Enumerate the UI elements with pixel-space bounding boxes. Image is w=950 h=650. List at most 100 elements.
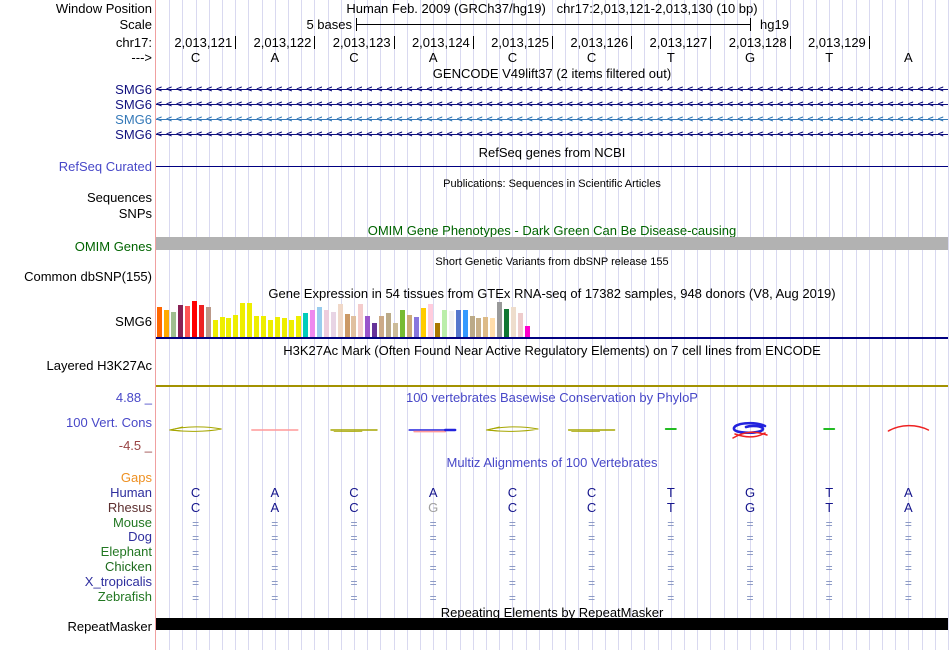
gtex-tissue-bar[interactable] [330, 312, 336, 337]
multiz-base: C [507, 485, 518, 500]
gtex-tissue-bar[interactable] [358, 304, 364, 337]
multiz-base: C [586, 485, 597, 500]
gtex-tissue-bar[interactable] [275, 317, 281, 337]
gtex-tissue-bar[interactable] [434, 323, 440, 337]
gtex-tissue-bar[interactable] [427, 304, 433, 337]
gtex-tissue-bar[interactable] [288, 320, 294, 337]
gtex-tissue-bar[interactable] [455, 310, 461, 337]
repeatmasker-element-bar[interactable] [156, 618, 948, 630]
publications-snps-label[interactable]: SNPs [118, 206, 152, 221]
gtex-tissue-bar[interactable] [309, 310, 315, 337]
gtex-baseline[interactable] [156, 337, 948, 339]
multiz-species-label[interactable]: Mouse [112, 515, 152, 530]
gtex-tissue-bar[interactable] [233, 315, 239, 337]
gtex-tissue-bar[interactable] [393, 323, 399, 337]
gtex-tissue-bar[interactable] [351, 316, 357, 337]
multiz-species-label[interactable]: Zebrafish [97, 589, 152, 604]
gtex-tissue-bar[interactable] [212, 320, 218, 337]
multiz-align-mark: = [825, 546, 833, 560]
gtex-tissue-bar[interactable] [205, 307, 211, 337]
gtex-tissue-bar[interactable] [163, 310, 169, 337]
gtex-tissue-bar[interactable] [476, 318, 482, 337]
gtex-tissue-bar[interactable] [247, 303, 253, 337]
gtex-tissue-bar[interactable] [448, 311, 454, 337]
gridline [604, 0, 606, 650]
omim-gene-bar[interactable] [156, 237, 948, 250]
vert-cons-label[interactable]: 100 Vert. Cons [66, 415, 152, 430]
gtex-tissue-bar[interactable] [219, 317, 225, 337]
gtex-tissue-bar[interactable] [184, 306, 190, 337]
gtex-tissue-bar[interactable] [170, 312, 176, 337]
gtex-tissue-bar[interactable] [177, 305, 183, 337]
gridline [288, 0, 289, 650]
publications-sequences-label[interactable]: Sequences [86, 190, 152, 205]
phylop-wiggle-marks[interactable] [156, 416, 948, 446]
multiz-species-label[interactable]: Dog [128, 529, 152, 544]
layered-h3k27ac-label[interactable]: Layered H3K27Ac [46, 358, 152, 373]
gtex-tissue-bar[interactable] [344, 314, 350, 337]
refseq-curated-label[interactable]: RefSeq Curated [58, 159, 152, 174]
gtex-tissue-bar[interactable] [372, 323, 378, 337]
gencode-transcript-arrows[interactable]: <<<<<<<<<<<<<<<<<<<<<<<<<<<<<<<<<<<<<<<<… [156, 84, 948, 95]
repeatmasker-label[interactable]: RepeatMasker [67, 619, 152, 634]
gtex-tissue-bar[interactable] [469, 316, 475, 337]
coordinate-number: 2,013,128 [728, 35, 787, 50]
refseq-gene-line[interactable] [156, 166, 948, 167]
gtex-tissue-bar[interactable] [379, 316, 385, 337]
gencode-transcript-label[interactable]: SMG6 [115, 82, 152, 97]
gtex-tissue-bar[interactable] [226, 318, 232, 337]
gtex-tissue-bar[interactable] [400, 310, 406, 337]
gtex-tissue-bar[interactable] [282, 318, 287, 337]
gtex-tissue-bar[interactable] [413, 317, 419, 337]
multiz-align-mark: = [667, 561, 675, 575]
multiz-species-label[interactable]: Chicken [105, 559, 152, 574]
gtex-tissue-bar[interactable] [490, 318, 496, 337]
gtex-tissue-bar[interactable] [365, 316, 371, 337]
gtex-tissue-bar[interactable] [295, 316, 301, 337]
gtex-tissue-bar[interactable] [337, 304, 343, 337]
gtex-tissue-bar[interactable] [497, 302, 503, 337]
gtex-tissue-bar[interactable] [261, 316, 267, 337]
h3k27ac-signal-baseline[interactable] [156, 385, 948, 387]
gtex-tissue-bar[interactable] [240, 303, 246, 337]
gridline [948, 0, 949, 650]
multiz-species-label[interactable]: Elephant [100, 544, 152, 559]
coordinate-tick [631, 36, 633, 49]
gencode-transcript-arrows[interactable]: <<<<<<<<<<<<<<<<<<<<<<<<<<<<<<<<<<<<<<<<… [156, 129, 948, 140]
gtex-tissue-bar[interactable] [525, 326, 531, 337]
gencode-transcript-arrows[interactable]: <<<<<<<<<<<<<<<<<<<<<<<<<<<<<<<<<<<<<<<<… [156, 99, 948, 110]
gtex-tissue-bar[interactable] [198, 305, 204, 337]
gencode-transcript-label[interactable]: SMG6 [115, 97, 152, 112]
multiz-species-label[interactable]: X_tropicalis [84, 574, 152, 589]
omim-genes-label[interactable]: OMIM Genes [74, 239, 152, 254]
gtex-tissue-bar[interactable] [316, 307, 322, 337]
gtex-tissue-bar[interactable] [254, 316, 260, 337]
gencode-transcript-label[interactable]: SMG6 [115, 127, 152, 142]
multiz-align-mark: = [667, 517, 675, 531]
multiz-species-label[interactable]: Gaps [120, 470, 152, 485]
gtex-tissue-bar[interactable] [441, 310, 447, 337]
gtex-tissue-bar[interactable] [483, 317, 489, 337]
gtex-tissue-bar[interactable] [462, 310, 468, 337]
gtex-tissue-bar[interactable] [191, 301, 197, 337]
gtex-tissue-bar[interactable] [504, 309, 510, 337]
gtex-tissue-bar[interactable] [407, 315, 412, 337]
gencode-transcript-label[interactable]: SMG6 [115, 112, 152, 127]
gtex-gene-label[interactable]: SMG6 [115, 314, 152, 329]
multiz-align-mark: = [825, 517, 833, 531]
common-dbsnp-label[interactable]: Common dbSNP(155) [24, 269, 152, 284]
multiz-base: A [904, 500, 913, 515]
gtex-tissue-bar[interactable] [323, 310, 329, 337]
gtex-tissue-bar[interactable] [302, 313, 308, 337]
gtex-tissue-bar[interactable] [268, 320, 274, 337]
multiz-species-label[interactable]: Human [110, 485, 152, 500]
multiz-align-mark: = [429, 517, 437, 531]
gtex-tissue-bar[interactable] [511, 307, 517, 337]
gtex-tissue-bar[interactable] [157, 307, 162, 337]
gtex-tissue-bar[interactable] [420, 308, 426, 337]
coordinate-number: 2,013,121 [174, 35, 233, 50]
gtex-tissue-bar[interactable] [386, 313, 392, 337]
multiz-species-label[interactable]: Rhesus [107, 500, 152, 515]
gencode-transcript-arrows[interactable]: <<<<<<<<<<<<<<<<<<<<<<<<<<<<<<<<<<<<<<<<… [156, 114, 948, 125]
gtex-tissue-bar[interactable] [518, 313, 524, 337]
